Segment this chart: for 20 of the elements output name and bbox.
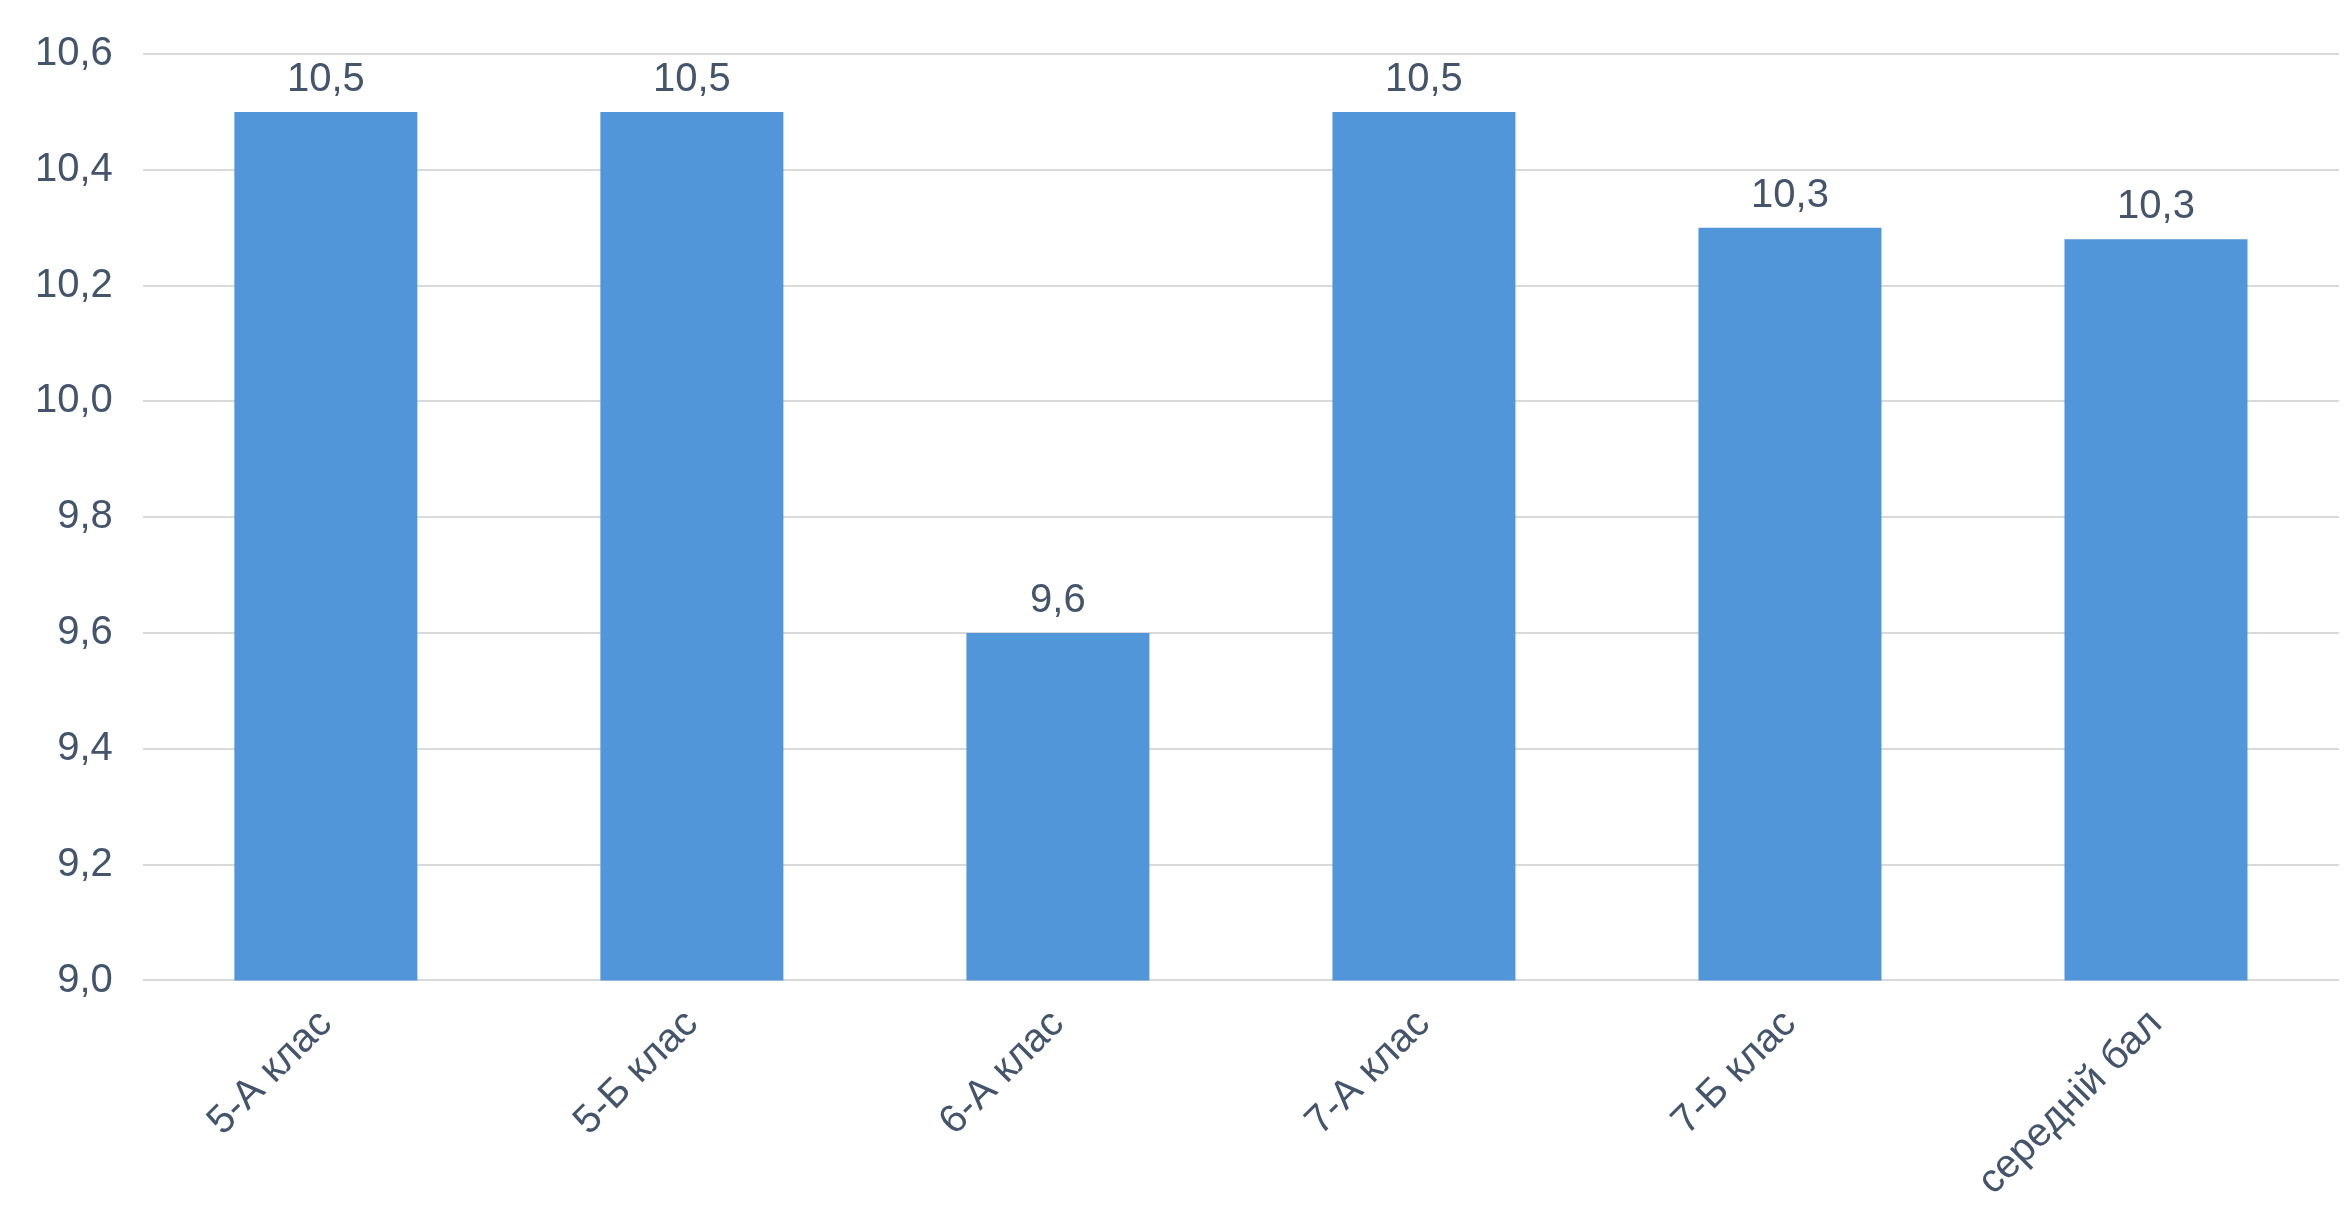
y-tick-label: 9,0 [57, 955, 113, 1000]
x-tick-label: 5-Б клас [563, 999, 706, 1142]
data-label: 10,3 [1751, 170, 1829, 215]
data-label: 10,5 [652, 54, 731, 99]
data-label: 10,3 [2117, 182, 2195, 227]
x-tick-label: 6-А клас [929, 999, 1072, 1142]
y-tick-label: 10,2 [34, 260, 113, 305]
x-tick-label: 5-А клас [197, 999, 340, 1142]
y-tick-label: 10,0 [34, 376, 113, 421]
y-tick-label: 10,6 [34, 29, 113, 74]
y-tick-label: 9,8 [57, 492, 113, 537]
data-label: 10,5 [1385, 54, 1463, 99]
y-tick-label: 9,6 [57, 608, 113, 653]
x-tick-label: 7-А клас [1295, 999, 1438, 1142]
y-tick-label: 9,4 [57, 723, 113, 768]
y-tick-label: 9,2 [57, 839, 113, 884]
x-tick-label: 7-Б клас [1661, 999, 1804, 1142]
data-label: 9,6 [1030, 576, 1086, 621]
y-tick-label: 10,4 [34, 144, 113, 189]
data-label: 10,5 [286, 54, 365, 99]
